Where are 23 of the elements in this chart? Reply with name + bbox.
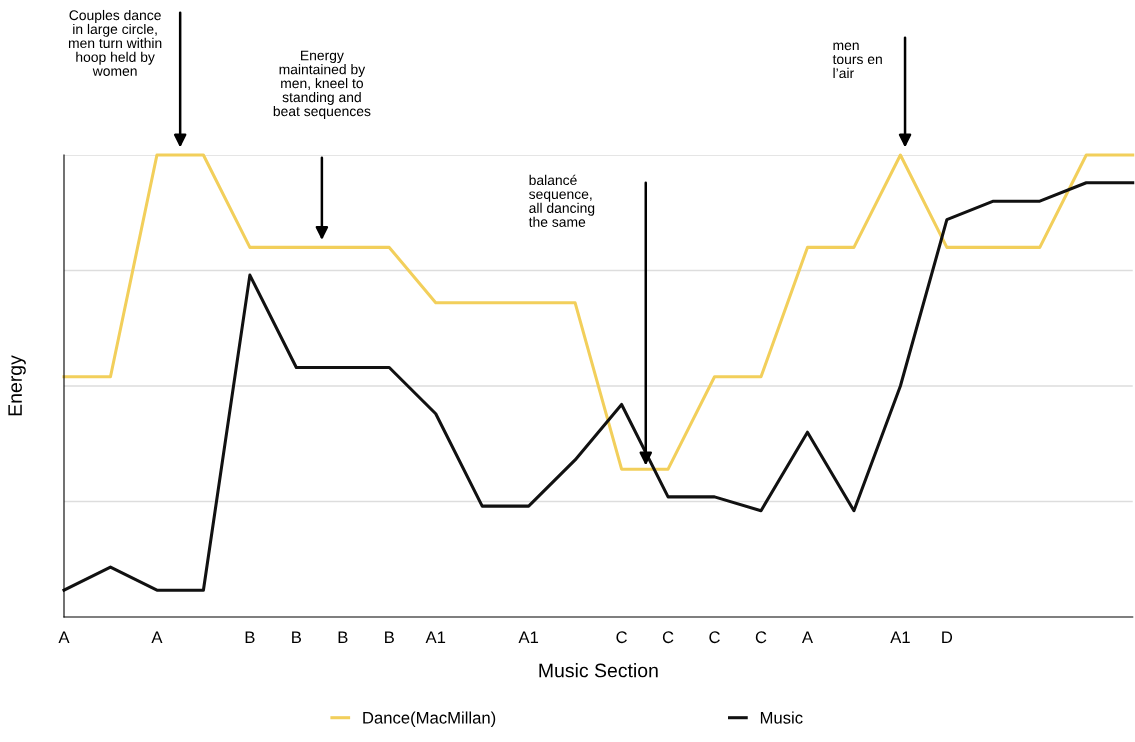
x-tick-label: C <box>616 631 627 644</box>
x-tick-label: A <box>151 631 163 643</box>
annotation: balancé sequence, all dancing the same <box>528 174 595 227</box>
x-tick-label: A1 <box>890 631 910 643</box>
y-axis-title: Energy <box>8 355 26 416</box>
x-tick-label: C <box>662 631 674 644</box>
x-tick-label: A <box>58 631 70 643</box>
x-tick-label: B <box>338 631 348 643</box>
x-axis-title: Music Section <box>539 663 658 678</box>
text: Couples dance in large circle, men turn within hoop held by women <box>68 9 162 76</box>
legend-label: Music <box>760 711 803 724</box>
x-tick-label: B <box>245 631 255 643</box>
text: Energy maintained by men, kneel to standing and beat sequences <box>273 50 371 119</box>
x-tick-label: C <box>709 631 720 644</box>
x-tick-label: C <box>755 631 767 644</box>
x-tick-label: A1 <box>518 631 539 643</box>
text: men tours en l’air <box>832 42 882 79</box>
x-tick-label: A1 <box>425 631 446 643</box>
legend-label: Dance(MacMillan) <box>363 711 496 727</box>
x-tick-label: A <box>801 631 813 643</box>
x-tick-label: B <box>385 631 394 643</box>
x-tick-label: B <box>292 631 302 643</box>
x-tick-label: D <box>942 631 953 643</box>
